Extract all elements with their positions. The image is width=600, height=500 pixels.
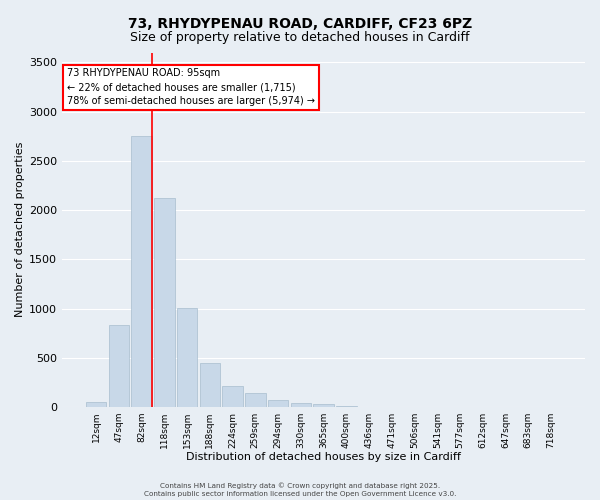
Bar: [245, 394, 266, 407]
Text: Contains public sector information licensed under the Open Government Licence v3: Contains public sector information licen…: [144, 491, 456, 497]
Bar: [177, 308, 197, 407]
Bar: [336, 406, 356, 407]
Bar: [131, 136, 152, 407]
Bar: [223, 386, 243, 407]
Bar: [268, 400, 289, 407]
Bar: [313, 404, 334, 407]
Text: 73 RHYDYPENAU ROAD: 95sqm
← 22% of detached houses are smaller (1,715)
78% of se: 73 RHYDYPENAU ROAD: 95sqm ← 22% of detac…: [67, 68, 316, 106]
Y-axis label: Number of detached properties: Number of detached properties: [15, 142, 25, 318]
Bar: [154, 198, 175, 407]
X-axis label: Distribution of detached houses by size in Cardiff: Distribution of detached houses by size …: [186, 452, 461, 462]
Bar: [290, 402, 311, 407]
Text: Size of property relative to detached houses in Cardiff: Size of property relative to detached ho…: [130, 31, 470, 44]
Bar: [200, 363, 220, 407]
Bar: [109, 326, 129, 407]
Text: Contains HM Land Registry data © Crown copyright and database right 2025.: Contains HM Land Registry data © Crown c…: [160, 482, 440, 489]
Text: 73, RHYDYPENAU ROAD, CARDIFF, CF23 6PZ: 73, RHYDYPENAU ROAD, CARDIFF, CF23 6PZ: [128, 18, 472, 32]
Bar: [86, 402, 106, 407]
